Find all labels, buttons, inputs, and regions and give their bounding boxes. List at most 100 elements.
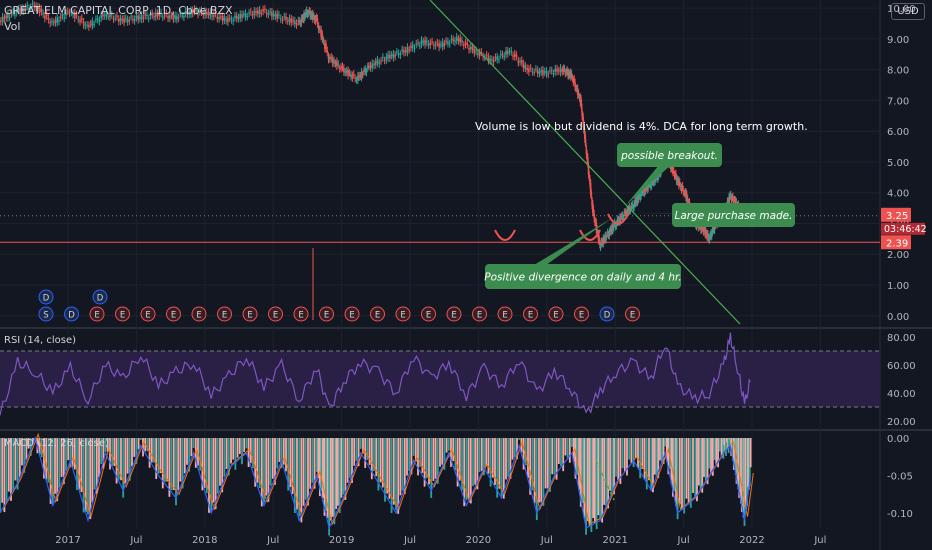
earnings-marker [344, 306, 360, 322]
candle-body [498, 59, 500, 61]
macd-divergence-line [595, 459, 615, 501]
x-tick-label: Jul [677, 535, 690, 546]
event-marker-label: E [196, 311, 201, 321]
candle-body [221, 15, 224, 22]
candle-body [466, 43, 469, 45]
candle-body [326, 50, 329, 53]
candle-body [368, 65, 370, 67]
macd-histogram-bar [623, 438, 626, 472]
macd-histogram-bar [749, 438, 752, 468]
candle-body [540, 70, 542, 73]
candle-body [615, 224, 618, 226]
macd-histogram-bar [201, 438, 204, 491]
macd-histogram-bar [300, 438, 303, 523]
macd-histogram-bar [205, 438, 208, 494]
earnings-marker [242, 306, 258, 322]
countdown-tag [881, 222, 925, 235]
macd-histogram-bar [544, 438, 547, 489]
candle-body [313, 18, 316, 21]
macd-histogram-bar [703, 438, 705, 478]
macd-histogram-bar [704, 438, 707, 483]
candle-body [626, 209, 628, 215]
candle-body [130, 16, 132, 18]
candle-body [701, 227, 704, 229]
macd-histogram-bar [592, 438, 595, 519]
candle-body [311, 14, 313, 17]
candle-body [336, 61, 338, 67]
macd-histogram-bar [285, 438, 287, 472]
candle-body [709, 234, 712, 237]
macd-histogram-bar [403, 438, 406, 495]
candle-body [52, 22, 55, 24]
event-marker-label: E [120, 311, 125, 321]
macd-histogram-bar [153, 438, 155, 463]
macd-histogram-bar [146, 438, 149, 452]
candle-body [573, 78, 575, 81]
candle-body [380, 60, 382, 62]
macd-histogram-bar [628, 438, 631, 460]
event-marker-label: E [502, 311, 507, 321]
candle-body [496, 56, 498, 60]
macd-histogram-bar [390, 438, 393, 513]
candle-body [75, 14, 78, 16]
macd-histogram-bar [157, 438, 160, 474]
candle-body [307, 13, 310, 15]
macd-histogram-bar [511, 438, 514, 460]
macd-histogram-bar [469, 438, 472, 504]
macd-histogram-bar [51, 438, 54, 505]
candle-body [344, 71, 347, 73]
candle-body [84, 25, 87, 27]
earnings-marker [89, 306, 105, 322]
earnings-marker [446, 306, 462, 322]
candle-body [126, 19, 129, 23]
candle-body [274, 14, 277, 17]
candle-body [545, 70, 548, 75]
candle-body [649, 185, 652, 187]
macd-histogram-bar [412, 438, 415, 456]
candle-body [577, 93, 580, 95]
candle-body [413, 48, 416, 50]
candle-body [218, 16, 220, 20]
candle-body [366, 66, 369, 69]
candle-body [441, 41, 444, 47]
macd-histogram-bar [496, 438, 499, 498]
candle-body [522, 63, 525, 69]
macd-histogram-bar [16, 438, 19, 490]
macd-histogram-bar [472, 438, 474, 487]
macd-histogram-bar [76, 438, 78, 490]
candle-body [576, 88, 579, 96]
candle-body [352, 73, 355, 75]
x-tick-label: Jul [540, 535, 553, 546]
candle-body [15, 9, 18, 13]
macd-histogram-bar [572, 438, 575, 462]
macd-signal-line [2, 432, 754, 526]
volume-label: Vol [4, 20, 21, 33]
candle-body [360, 71, 363, 78]
candle-body [299, 23, 302, 25]
candle-body [614, 224, 617, 227]
macd-histogram-bar [223, 438, 226, 477]
macd-histogram-bar [529, 438, 532, 495]
candle-body [547, 74, 550, 76]
macd-histogram-bar [560, 438, 562, 467]
rsi-line [0, 332, 751, 416]
earnings-marker [472, 306, 487, 322]
candle-body [627, 208, 630, 212]
macd-histogram-bar [14, 438, 17, 481]
candle-body [3, 17, 6, 19]
candle-body [59, 16, 62, 18]
currency-button[interactable]: USD [891, 3, 925, 20]
x-tick-label: 2020 [466, 535, 491, 546]
candle-body [524, 65, 527, 69]
candle-body [61, 13, 64, 17]
candle-body [162, 16, 164, 18]
macd-histogram-bar [333, 438, 336, 525]
candle-body [160, 12, 162, 14]
candle-body [301, 18, 304, 20]
candle-body [542, 69, 544, 75]
candle-body [562, 68, 565, 72]
low-marker-arc [494, 229, 516, 241]
candle-body [583, 130, 586, 132]
candle-body [163, 15, 166, 17]
